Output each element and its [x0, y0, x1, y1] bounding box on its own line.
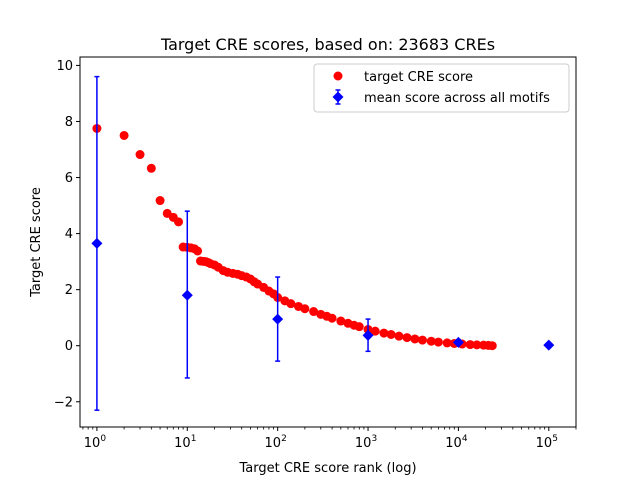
target-cre-score-point [370, 326, 380, 336]
target-cre-score-point [286, 299, 296, 309]
target-cre-score-point [465, 340, 475, 350]
target-cre-score-point [300, 304, 310, 314]
target-cre-score-point [135, 150, 145, 160]
target-cre-score-point [426, 336, 436, 346]
mean-score-point [362, 329, 374, 341]
x-tick-label-exponent: 4 [462, 434, 468, 444]
legend-label-mean-score: mean score across all motifs [364, 91, 550, 106]
x-tick-label: 105 [536, 434, 558, 451]
legend-box [313, 63, 570, 113]
y-tick-label: 2 [65, 283, 73, 298]
target-cre-score-point [433, 337, 443, 347]
target-cre-score-point [472, 340, 482, 350]
x-tick-label-exponent: 5 [552, 434, 558, 444]
x-tick-label: 104 [445, 434, 468, 451]
target-cre-score-point [336, 316, 346, 326]
mean-score-point [181, 289, 193, 301]
target-cre-score-point [146, 163, 156, 173]
y-tick-label: 6 [65, 171, 73, 186]
x-tick-label-base: 10 [174, 436, 191, 451]
plot-area [91, 75, 555, 411]
x-tick-label: 103 [355, 434, 377, 451]
target-cre-score-point [442, 338, 452, 348]
y-axis: −2 0 2 4 6 8 10 [54, 59, 80, 410]
mean-score-point [452, 336, 464, 348]
legend-marker-target-cre-score [333, 71, 343, 81]
target-cre-score-point [309, 307, 319, 317]
target-cre-score-point [487, 341, 497, 351]
x-tick-label-base: 10 [265, 436, 282, 451]
x-tick-label-exponent: 0 [100, 434, 106, 444]
target-cre-score-point [402, 333, 412, 343]
target-cre-score-point [354, 322, 364, 332]
target-cre-score-point [119, 130, 129, 140]
y-tick-label: 8 [65, 115, 73, 130]
x-tick-label: 102 [265, 434, 287, 451]
legend-label-target-cre-score: target CRE score [364, 70, 473, 85]
target-cre-score-point [394, 331, 404, 341]
y-axis-label: Target CRE score [29, 187, 44, 298]
target-cre-score-point [379, 328, 389, 338]
y-tick-label: 4 [65, 227, 73, 242]
x-tick-label-base: 10 [84, 436, 101, 451]
y-tick-label: −2 [54, 395, 73, 410]
x-tick-label-exponent: 2 [281, 434, 287, 444]
mean-score-point [272, 313, 284, 325]
y-tick-label: 0 [65, 339, 73, 354]
mean-score-point [543, 339, 555, 351]
x-tick-label-exponent: 3 [371, 434, 377, 444]
y-tick-label: 10 [56, 59, 73, 74]
x-tick-label: 100 [84, 434, 107, 451]
target-cre-score-point [327, 313, 337, 323]
legend: target CRE score mean score across all m… [313, 63, 570, 113]
x-tick-label-base: 10 [355, 436, 372, 451]
x-axis-label: Target CRE score rank (log) [238, 461, 416, 476]
x-tick-label-base: 10 [445, 436, 462, 451]
x-tick-label: 101 [174, 434, 196, 451]
legend-marker-mean-score [332, 91, 344, 103]
plot-frame [79, 56, 577, 428]
chart-title: Target CRE scores, based on: 23683 CREs [160, 35, 495, 54]
target-cre-score-point [410, 334, 420, 344]
target-cre-score-point [174, 217, 184, 227]
target-cre-score-point [193, 246, 203, 256]
x-axis: 100 101 102 103 104 105 [82, 427, 577, 451]
target-cre-score-point [417, 335, 427, 345]
mean-score-point [91, 237, 103, 249]
x-tick-label-exponent: 1 [191, 434, 197, 444]
target-cre-score-point [155, 196, 165, 206]
target-cre-score-point [386, 330, 396, 339]
x-tick-label-base: 10 [536, 436, 553, 451]
